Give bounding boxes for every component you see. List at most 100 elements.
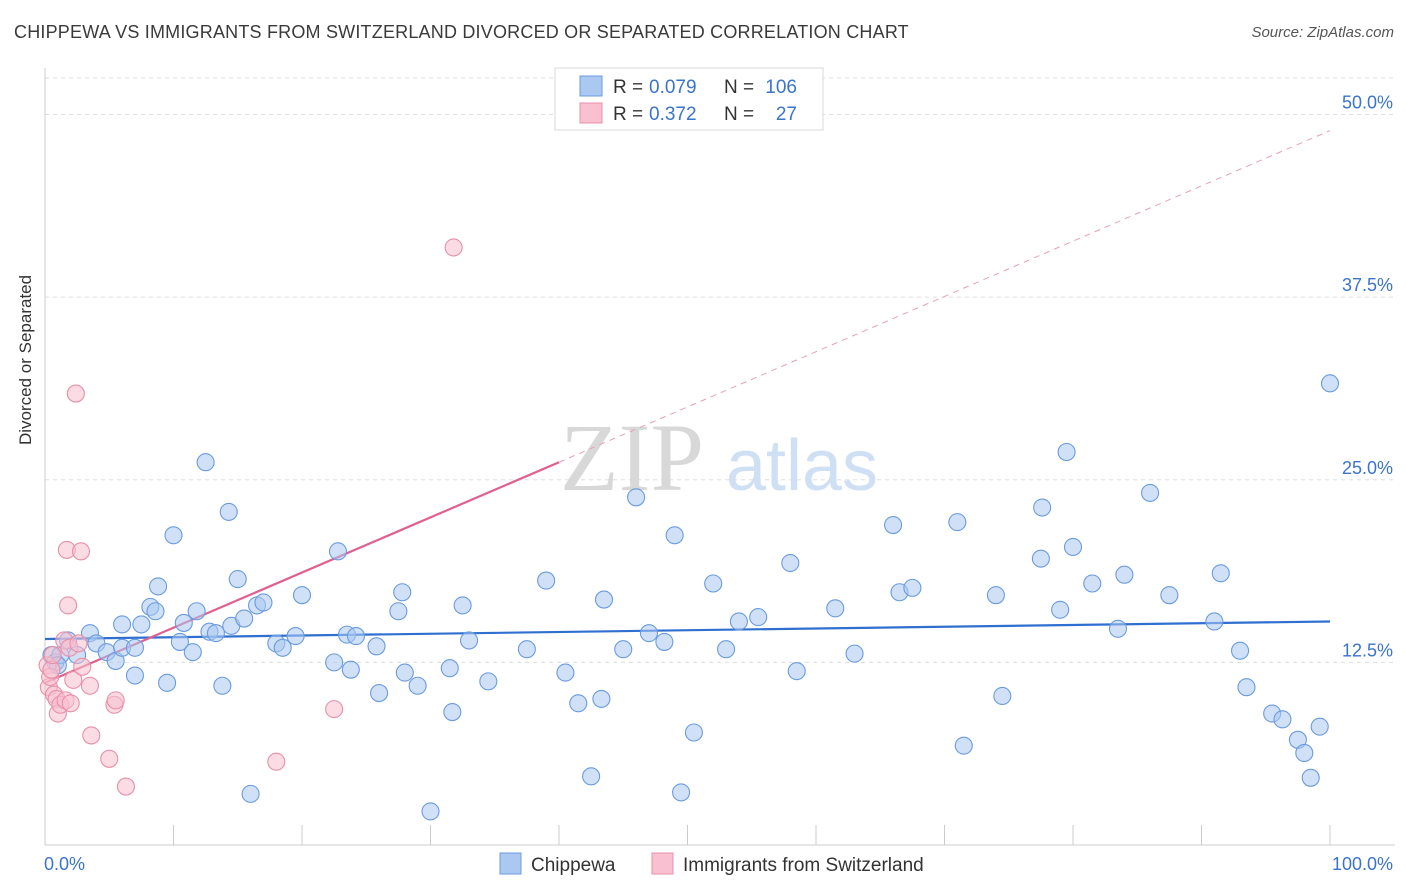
switzerland-point bbox=[59, 596, 78, 615]
chippewa-point bbox=[113, 615, 132, 634]
chippewa-point bbox=[254, 593, 273, 612]
chippewa-point bbox=[569, 694, 588, 713]
switzerland-point bbox=[106, 691, 125, 710]
chippewa-point bbox=[1237, 678, 1256, 697]
switzerland-point bbox=[61, 694, 80, 713]
chippewa-point bbox=[1320, 374, 1340, 393]
chippewa-point bbox=[393, 583, 412, 602]
chippewa-point bbox=[183, 643, 202, 662]
chippewa-point bbox=[639, 624, 659, 643]
switzerland-point bbox=[267, 752, 286, 771]
legend-n-label-2: N = bbox=[724, 104, 754, 125]
legend-r-label-1: R = bbox=[613, 77, 643, 98]
chippewa-point bbox=[286, 627, 305, 646]
chippewa-point bbox=[408, 676, 427, 695]
legend-r-value-2: 0.372 bbox=[649, 104, 697, 125]
trend-line-extension bbox=[558, 130, 1331, 463]
chippewa-point bbox=[517, 640, 536, 659]
chippewa-point bbox=[781, 553, 800, 573]
chippewa-point bbox=[665, 526, 684, 545]
chippewa-point bbox=[389, 602, 408, 621]
chippewa-point bbox=[948, 513, 967, 532]
chippewa-point bbox=[537, 571, 556, 590]
chippewa-point bbox=[787, 662, 806, 681]
chippewa-point bbox=[592, 689, 611, 708]
chippewa-point bbox=[443, 703, 462, 722]
chippewa-point bbox=[235, 609, 254, 628]
chippewa-point bbox=[716, 640, 736, 659]
watermark: ZIP atlas bbox=[560, 404, 878, 511]
chippewa-point bbox=[1301, 768, 1320, 787]
legend-r-value-1: 0.079 bbox=[649, 77, 697, 98]
switzerland-point bbox=[73, 657, 92, 676]
chippewa-point bbox=[655, 632, 674, 651]
switzerland-point bbox=[71, 542, 91, 561]
chippewa-point bbox=[1273, 710, 1292, 729]
chippewa-point bbox=[206, 624, 225, 643]
chippewa-point bbox=[164, 526, 183, 545]
chippewa-point bbox=[1295, 743, 1314, 763]
chippewa-point bbox=[149, 577, 168, 596]
chippewa-point bbox=[1057, 442, 1076, 462]
bottom-legend-swatch-switzerland bbox=[651, 852, 674, 875]
chippewa-point bbox=[627, 488, 646, 507]
chippewa-point bbox=[395, 663, 414, 682]
chippewa-point bbox=[1108, 619, 1128, 638]
bottom-legend: Chippewa Immigrants from Switzerland bbox=[499, 852, 924, 876]
legend-n-value-1: 106 bbox=[765, 77, 797, 98]
chippewa-point bbox=[213, 676, 232, 695]
legend-swatch-chippewa bbox=[579, 75, 603, 97]
chippewa-point bbox=[672, 783, 691, 802]
chippewa-point bbox=[132, 615, 151, 634]
chippewa-point bbox=[228, 570, 247, 589]
switzerland-point bbox=[43, 646, 62, 665]
chippewa-point bbox=[174, 613, 193, 632]
chippewa-point bbox=[993, 686, 1012, 706]
chippewa-point bbox=[346, 627, 366, 646]
chippewa-point bbox=[614, 640, 633, 659]
legend-box: R = 0.079 N = 106 R = 0.372 N = 27 bbox=[554, 67, 824, 131]
chippewa-point bbox=[292, 586, 312, 605]
chippewa-point bbox=[341, 660, 360, 679]
y-tick-label: 25.0% bbox=[1342, 458, 1393, 478]
chippewa-point bbox=[1231, 641, 1250, 660]
chippewa-point bbox=[556, 663, 575, 682]
chippewa-point bbox=[1031, 549, 1050, 568]
chippewa-point bbox=[219, 502, 238, 521]
switzerland-point bbox=[116, 777, 136, 796]
switzerland-point bbox=[64, 670, 83, 689]
chippewa-point bbox=[421, 802, 440, 821]
chippewa-point bbox=[459, 631, 479, 650]
chippewa-point bbox=[954, 736, 973, 755]
chippewa-point bbox=[325, 653, 344, 672]
y-tick-label: 12.5% bbox=[1342, 640, 1393, 660]
chippewa-point bbox=[1115, 565, 1134, 584]
chippewa-point bbox=[986, 586, 1005, 605]
chippewa-point bbox=[273, 638, 292, 657]
tick-labels: 12.5% 25.0% 37.5% 50.0% 0.0% 100.0% bbox=[44, 93, 1393, 874]
chippewa-point bbox=[1205, 612, 1224, 631]
switzerland-point bbox=[82, 726, 101, 745]
chippewa-point bbox=[704, 574, 723, 593]
chippewa-point bbox=[1141, 483, 1160, 502]
x-tick-label-max: 100.0% bbox=[1332, 854, 1393, 874]
chippewa-point bbox=[1310, 717, 1329, 736]
chippewa-point bbox=[1051, 600, 1070, 619]
chippewa-point bbox=[884, 516, 903, 535]
chippewa-point bbox=[729, 612, 748, 631]
chippewa-point bbox=[582, 767, 601, 786]
data-points bbox=[38, 238, 1340, 821]
chippewa-point bbox=[158, 673, 177, 692]
switzerland-point bbox=[325, 700, 344, 719]
legend-n-label-1: N = bbox=[724, 77, 754, 98]
bottom-legend-swatch-chippewa bbox=[499, 852, 522, 875]
chippewa-point bbox=[845, 644, 864, 663]
chippewa-point bbox=[453, 596, 472, 615]
x-tick-label-min: 0.0% bbox=[44, 854, 85, 874]
y-tick-label: 37.5% bbox=[1342, 275, 1393, 295]
chippewa-point bbox=[1211, 564, 1230, 583]
y-tick-label: 50.0% bbox=[1342, 93, 1393, 113]
grid-lines bbox=[45, 77, 1395, 663]
chippewa-point bbox=[479, 672, 498, 691]
chart-title: CHIPPEWA VS IMMIGRANTS FROM SWITZERLAND … bbox=[14, 22, 909, 42]
